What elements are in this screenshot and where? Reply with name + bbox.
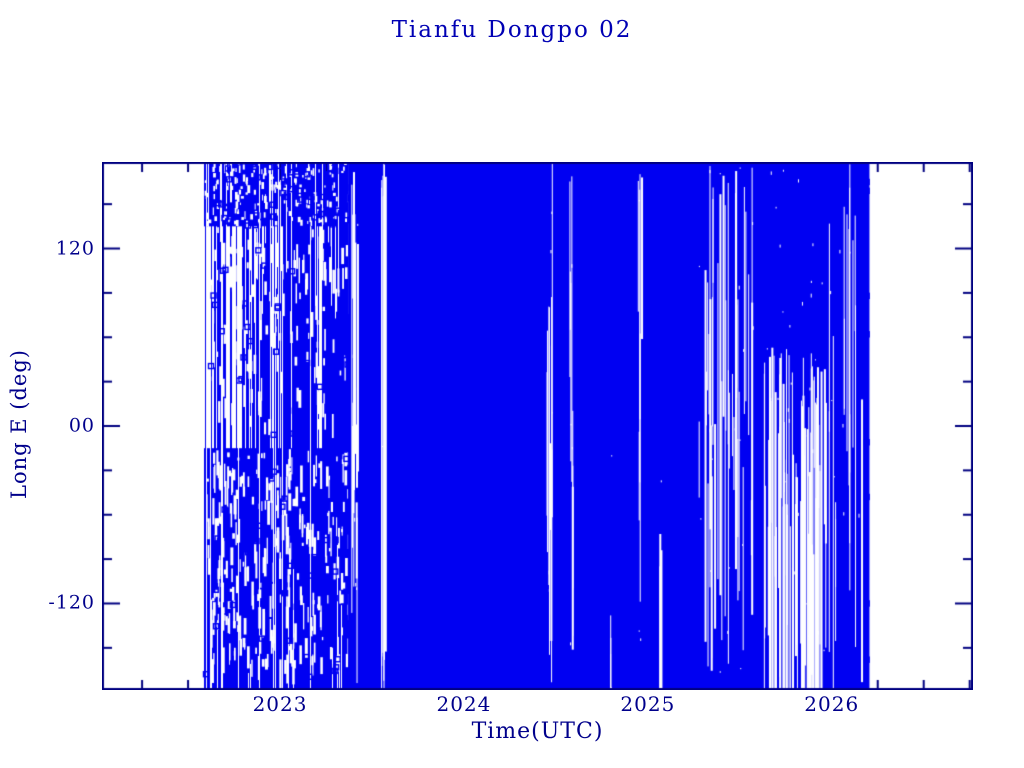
chart-title: Tianfu Dongpo 02 [391,17,633,43]
y-axis-label: Long E (deg) [7,349,31,499]
x-tick-label: 2025 [620,692,676,716]
x-tick-label: 2023 [252,692,308,716]
plot-area [102,162,973,690]
y-tick-label: -120 [48,592,95,615]
y-tick-label: 120 [55,237,95,260]
x-tick-label: 2024 [436,692,492,716]
y-tick-label: 00 [68,414,95,437]
x-axis-label: Time(UTC) [471,719,604,744]
x-tick-label: 2026 [804,692,860,716]
